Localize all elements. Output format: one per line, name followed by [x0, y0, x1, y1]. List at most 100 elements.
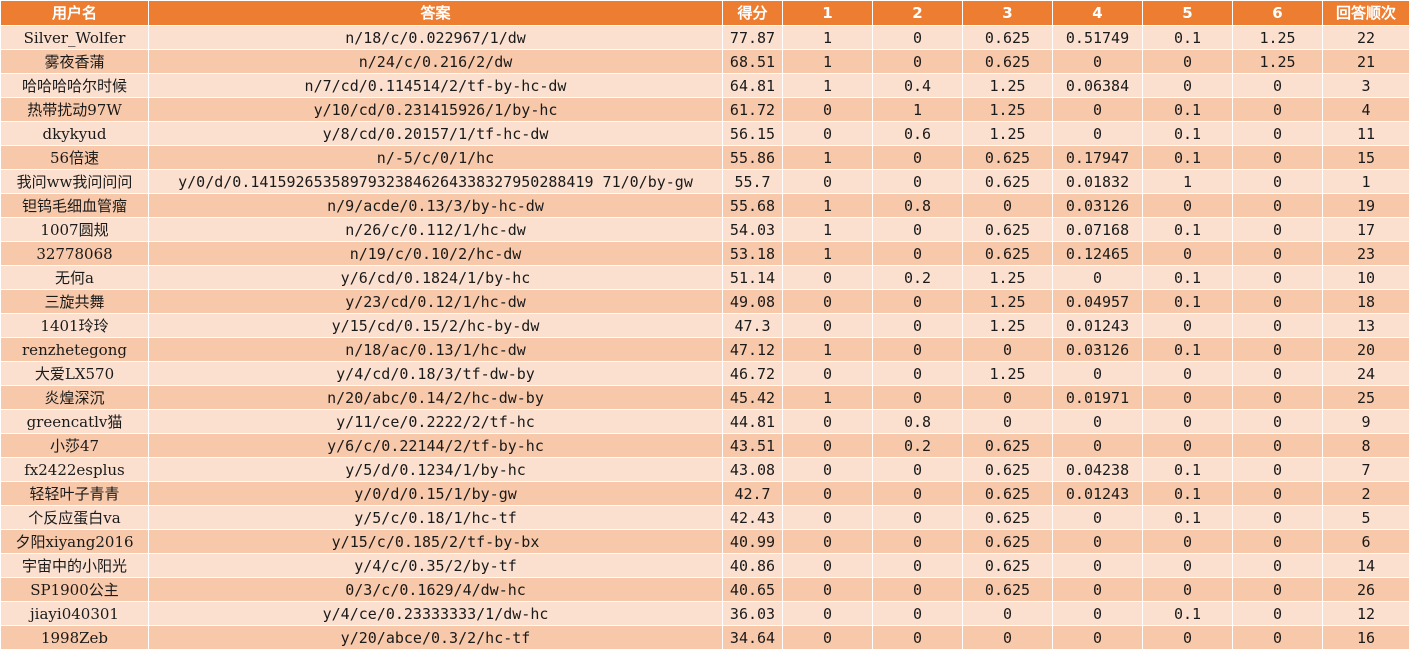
cell-q2[interactable]: 1: [872, 97, 963, 122]
cell-q4[interactable]: 0: [1052, 265, 1143, 290]
cell-q4[interactable]: 0.03126: [1052, 193, 1143, 218]
cell-q3[interactable]: 1.25: [962, 313, 1053, 338]
cell-q5[interactable]: 0: [1142, 577, 1233, 602]
cell-q2[interactable]: 0: [872, 361, 963, 386]
cell-score[interactable]: 46.72: [722, 361, 783, 386]
cell-q2[interactable]: 0: [872, 385, 963, 410]
cell-q1[interactable]: 0: [782, 553, 873, 578]
cell-q6[interactable]: 0: [1232, 433, 1323, 458]
cell-q3[interactable]: 0.625: [962, 505, 1053, 530]
cell-answer-order[interactable]: 13: [1322, 313, 1409, 338]
cell-q5[interactable]: 0.1: [1142, 121, 1233, 146]
cell-q2[interactable]: 0: [872, 145, 963, 170]
cell-username[interactable]: 热带扰动97W: [0, 97, 149, 122]
cell-q4[interactable]: 0: [1052, 433, 1143, 458]
cell-q6[interactable]: 0: [1232, 505, 1323, 530]
cell-answer-order[interactable]: 10: [1322, 265, 1409, 290]
cell-q5[interactable]: 0: [1142, 313, 1233, 338]
cell-q1[interactable]: 0: [782, 169, 873, 194]
cell-q4[interactable]: 0: [1052, 97, 1143, 122]
cell-username[interactable]: 钽钨毛细血管瘤: [0, 193, 149, 218]
cell-score[interactable]: 55.68: [722, 193, 783, 218]
cell-q4[interactable]: 0: [1052, 601, 1143, 626]
cell-q2[interactable]: 0: [872, 505, 963, 530]
cell-answer-order[interactable]: 19: [1322, 193, 1409, 218]
cell-q2[interactable]: 0: [872, 529, 963, 554]
cell-q4[interactable]: 0: [1052, 625, 1143, 650]
cell-q5[interactable]: 0.1: [1142, 481, 1233, 506]
cell-q4[interactable]: 0: [1052, 121, 1143, 146]
cell-answer-order[interactable]: 15: [1322, 145, 1409, 170]
cell-answer-order[interactable]: 1: [1322, 169, 1409, 194]
cell-q5[interactable]: 0.1: [1142, 289, 1233, 314]
cell-q5[interactable]: 0.1: [1142, 25, 1233, 50]
cell-q1[interactable]: 0: [782, 457, 873, 482]
cell-q4[interactable]: 0.01243: [1052, 481, 1143, 506]
cell-username[interactable]: greencatlv猫: [0, 409, 149, 434]
cell-answer[interactable]: n/20/abc/0.14/2/hc-dw-by: [148, 385, 723, 410]
cell-q1[interactable]: 1: [782, 217, 873, 242]
cell-score[interactable]: 40.86: [722, 553, 783, 578]
cell-q1[interactable]: 1: [782, 145, 873, 170]
cell-q5[interactable]: 0: [1142, 193, 1233, 218]
cell-q2[interactable]: 0: [872, 313, 963, 338]
cell-username[interactable]: 三旋共舞: [0, 289, 149, 314]
cell-q3[interactable]: 1.25: [962, 265, 1053, 290]
cell-username[interactable]: renzhetegong: [0, 337, 149, 362]
cell-answer[interactable]: y/4/c/0.35/2/by-tf: [148, 553, 723, 578]
cell-q5[interactable]: 0: [1142, 553, 1233, 578]
cell-q1[interactable]: 0: [782, 529, 873, 554]
cell-q4[interactable]: 0.03126: [1052, 337, 1143, 362]
cell-q2[interactable]: 0: [872, 289, 963, 314]
header-q6[interactable]: 6: [1232, 0, 1323, 26]
cell-q1[interactable]: 0: [782, 433, 873, 458]
cell-q5[interactable]: 1: [1142, 169, 1233, 194]
cell-score[interactable]: 43.51: [722, 433, 783, 458]
cell-q1[interactable]: 0: [782, 361, 873, 386]
cell-q6[interactable]: 0: [1232, 601, 1323, 626]
cell-username[interactable]: 32778068: [0, 241, 149, 266]
cell-answer-order[interactable]: 25: [1322, 385, 1409, 410]
cell-q6[interactable]: 0: [1232, 289, 1323, 314]
cell-answer[interactable]: y/4/cd/0.18/3/tf-dw-by: [148, 361, 723, 386]
cell-q4[interactable]: 0.01243: [1052, 313, 1143, 338]
cell-username[interactable]: 无何a: [0, 265, 149, 290]
cell-q6[interactable]: 1.25: [1232, 49, 1323, 74]
cell-q2[interactable]: 0: [872, 577, 963, 602]
cell-q6[interactable]: 0: [1232, 97, 1323, 122]
cell-score[interactable]: 55.7: [722, 169, 783, 194]
cell-q6[interactable]: 0: [1232, 193, 1323, 218]
cell-q2[interactable]: 0.8: [872, 193, 963, 218]
cell-q3[interactable]: 1.25: [962, 73, 1053, 98]
cell-q6[interactable]: 0: [1232, 481, 1323, 506]
cell-q4[interactable]: 0.01832: [1052, 169, 1143, 194]
cell-q3[interactable]: 0.625: [962, 25, 1053, 50]
cell-q2[interactable]: 0.6: [872, 121, 963, 146]
cell-q4[interactable]: 0.04957: [1052, 289, 1143, 314]
cell-answer-order[interactable]: 21: [1322, 49, 1409, 74]
cell-q5[interactable]: 0: [1142, 433, 1233, 458]
cell-answer-order[interactable]: 4: [1322, 97, 1409, 122]
cell-score[interactable]: 42.43: [722, 505, 783, 530]
cell-score[interactable]: 54.03: [722, 217, 783, 242]
cell-q3[interactable]: 0: [962, 625, 1053, 650]
cell-username[interactable]: 夕阳xiyang2016: [0, 529, 149, 554]
cell-answer-order[interactable]: 2: [1322, 481, 1409, 506]
cell-q2[interactable]: 0.2: [872, 433, 963, 458]
cell-score[interactable]: 53.18: [722, 241, 783, 266]
cell-q6[interactable]: 0: [1232, 553, 1323, 578]
cell-q1[interactable]: 0: [782, 409, 873, 434]
cell-answer[interactable]: y/6/c/0.22144/2/tf-by-hc: [148, 433, 723, 458]
cell-answer[interactable]: n/18/ac/0.13/1/hc-dw: [148, 337, 723, 362]
cell-q4[interactable]: 0.51749: [1052, 25, 1143, 50]
cell-q3[interactable]: 0.625: [962, 145, 1053, 170]
cell-answer-order[interactable]: 26: [1322, 577, 1409, 602]
header-username[interactable]: 用户名: [0, 0, 149, 26]
cell-q4[interactable]: 0.17947: [1052, 145, 1143, 170]
cell-q1[interactable]: 1: [782, 241, 873, 266]
cell-answer[interactable]: y/10/cd/0.231415926/1/by-hc: [148, 97, 723, 122]
cell-username[interactable]: SP1900公主: [0, 577, 149, 602]
cell-username[interactable]: 1401玲玲: [0, 313, 149, 338]
cell-q5[interactable]: 0.1: [1142, 457, 1233, 482]
cell-q5[interactable]: 0: [1142, 625, 1233, 650]
